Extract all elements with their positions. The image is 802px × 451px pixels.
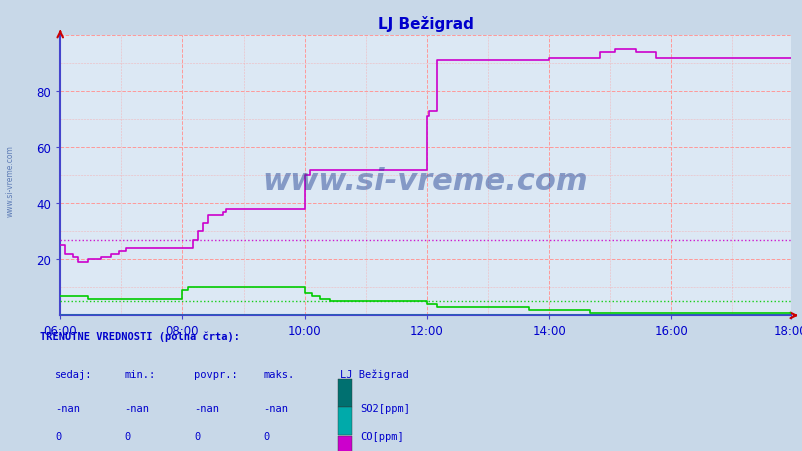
Text: maks.: maks. — [263, 369, 294, 379]
Text: LJ Bežigrad: LJ Bežigrad — [340, 369, 409, 379]
Text: povpr.:: povpr.: — [194, 369, 237, 379]
Text: min.:: min.: — [124, 369, 156, 379]
Text: -nan: -nan — [124, 403, 149, 413]
Title: LJ Bežigrad: LJ Bežigrad — [377, 16, 473, 32]
Text: -nan: -nan — [194, 403, 219, 413]
Text: -nan: -nan — [55, 403, 80, 413]
Text: -nan: -nan — [263, 403, 288, 413]
Bar — [338, 407, 351, 435]
Bar — [338, 379, 351, 407]
Text: sedaj:: sedaj: — [55, 369, 92, 379]
Text: 0: 0 — [124, 431, 131, 441]
Text: www.si-vreme.com: www.si-vreme.com — [6, 144, 15, 216]
Text: CO[ppm]: CO[ppm] — [360, 431, 403, 441]
Text: SO2[ppm]: SO2[ppm] — [360, 403, 410, 413]
Text: 0: 0 — [263, 431, 269, 441]
Text: 0: 0 — [194, 431, 200, 441]
Text: 0: 0 — [55, 431, 62, 441]
Text: TRENUTNE VREDNOSTI (polna črta):: TRENUTNE VREDNOSTI (polna črta): — [40, 331, 240, 341]
Text: www.si-vreme.com: www.si-vreme.com — [262, 167, 588, 196]
Bar — [338, 436, 351, 451]
